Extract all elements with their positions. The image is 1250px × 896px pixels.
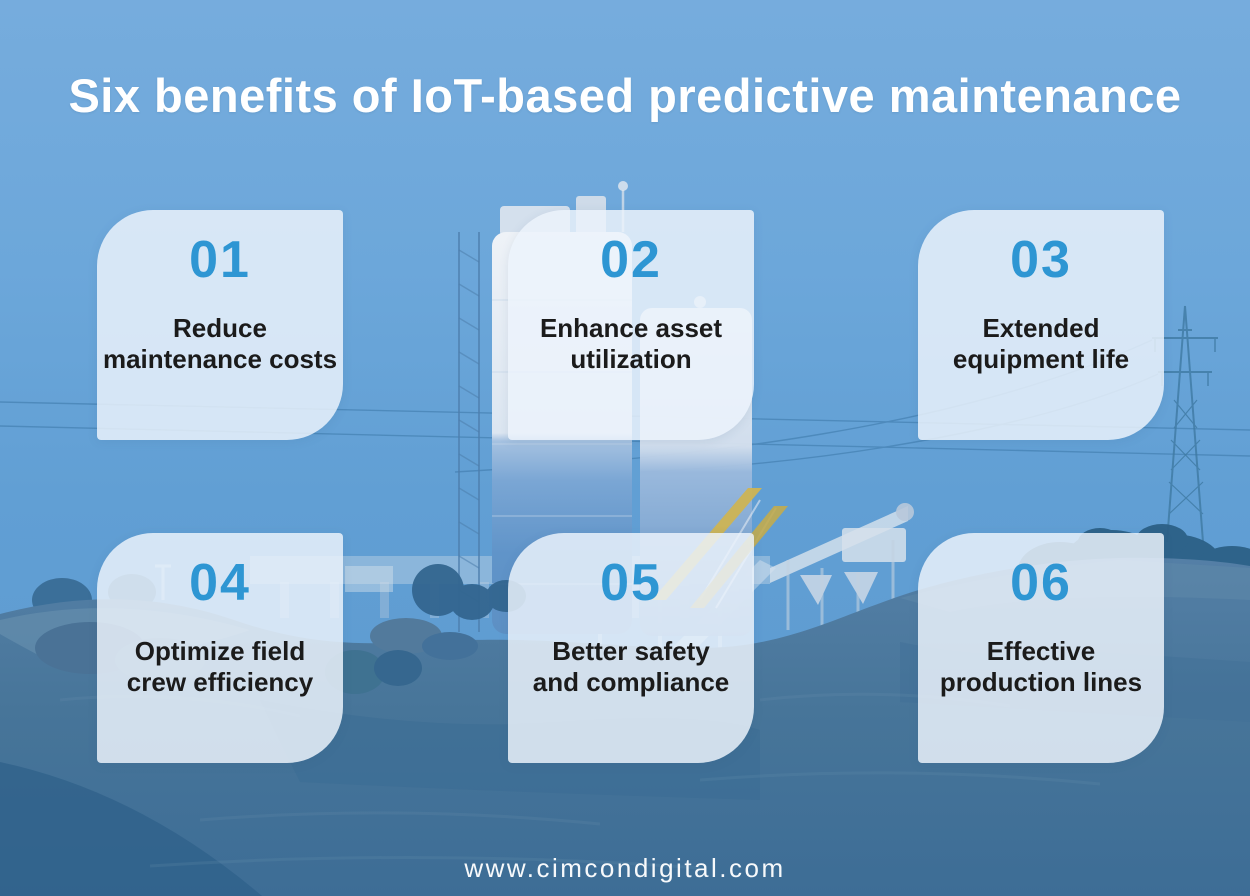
card-label-line2: crew efficiency: [126, 666, 314, 697]
card-number: 03: [1010, 231, 1072, 289]
card-label-line1: Enhance asset: [539, 313, 723, 343]
benefit-card-1: 01 Reduce maintenance costs: [97, 210, 343, 440]
card-label: Optimize field crew efficiency: [97, 636, 343, 697]
card-label-line2: equipment life: [952, 343, 1130, 374]
card-label-line2: maintenance costs: [102, 343, 338, 374]
benefit-card-6: 06 Effective production lines: [918, 533, 1164, 763]
benefit-card-3: 03 Extended equipment life: [918, 210, 1164, 440]
card-label-line2: utilization: [570, 343, 692, 374]
card-number: 05: [600, 554, 662, 612]
card-label-line1: Optimize field: [134, 636, 306, 666]
benefit-card-2: 02 Enhance asset utilization: [508, 210, 754, 440]
card-number: 04: [189, 554, 251, 612]
card-label-line2: and compliance: [532, 666, 730, 697]
card-label-line1: Reduce: [173, 313, 267, 343]
card-label: Effective production lines: [918, 636, 1164, 697]
benefit-card-4: 04 Optimize field crew efficiency: [97, 533, 343, 763]
benefit-card-5: 05 Better safety and compliance: [508, 533, 754, 763]
page-title: Six benefits of IoT-based predictive mai…: [68, 69, 1182, 122]
card-label: Reduce maintenance costs: [97, 313, 343, 374]
website-url: www.cimcondigital.com: [464, 853, 786, 883]
card-number: 06: [1010, 554, 1072, 612]
card-label-line1: Better safety: [552, 636, 710, 666]
card-label-line1: Effective: [986, 636, 1096, 666]
card-label: Extended equipment life: [918, 313, 1164, 374]
card-label-line2: production lines: [939, 666, 1143, 697]
card-label: Enhance asset utilization: [508, 313, 754, 374]
card-number: 01: [189, 231, 251, 289]
card-number: 02: [600, 231, 662, 289]
card-label: Better safety and compliance: [508, 636, 754, 697]
card-label-line1: Extended: [982, 313, 1100, 343]
